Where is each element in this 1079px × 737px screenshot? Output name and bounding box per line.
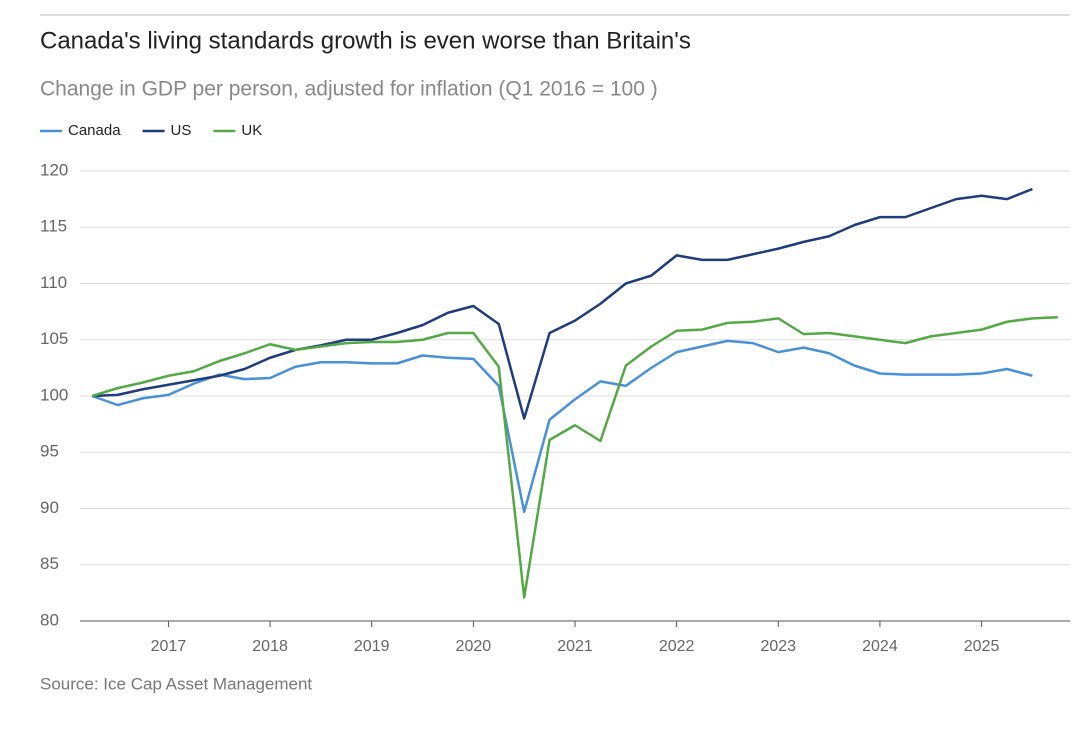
series-line	[91, 339, 1033, 514]
y-tick-label: 105	[40, 329, 68, 348]
x-tick-label: 2018	[252, 638, 288, 655]
x-tick-label: 2019	[354, 638, 390, 655]
x-tick-label: 2023	[760, 638, 796, 655]
x-tick-label: 2021	[557, 638, 593, 655]
x-tick-label: 2024	[862, 638, 898, 655]
series-line	[91, 316, 1058, 599]
series-line	[92, 187, 1033, 420]
chart-title: Canada's living standards growth is even…	[40, 27, 691, 54]
y-tick-label: 90	[40, 498, 59, 517]
legend-label: UK	[241, 122, 262, 139]
source: Source: Ice Cap Asset Management	[40, 674, 312, 693]
y-tick-label: 100	[40, 385, 68, 404]
chart-subtitle: Change in GDP per person, adjusted for i…	[40, 78, 658, 101]
x-tick-label: 2020	[456, 638, 492, 655]
y-tick-label: 85	[40, 554, 59, 573]
legend-label: US	[171, 122, 192, 139]
x-tick-label: 2025	[964, 638, 1000, 655]
y-tick-label: 80	[40, 610, 59, 629]
y-tick-label: 95	[40, 442, 59, 461]
y-tick-label: 110	[40, 273, 67, 292]
legend-label: Canada	[68, 122, 121, 139]
x-tick-label: 2022	[659, 638, 695, 655]
y-tick-label: 120	[40, 160, 68, 179]
x-tick-label: 2017	[151, 638, 187, 655]
y-tick-label: 115	[40, 217, 67, 236]
